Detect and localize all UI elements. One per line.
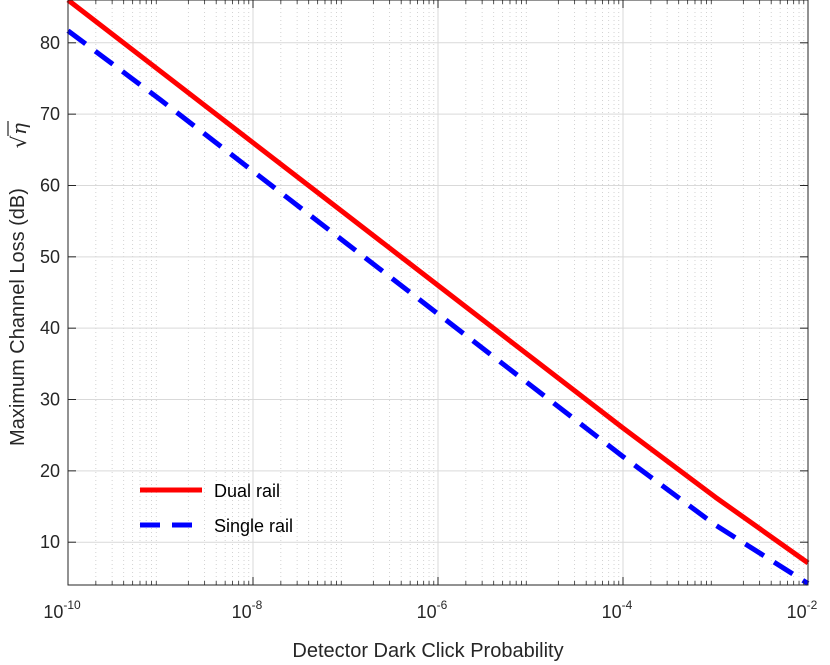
legend-label-dual-rail: Dual rail xyxy=(214,481,280,501)
x-tick-label: 10-8 xyxy=(232,598,263,622)
series-line-single-rail xyxy=(66,28,810,586)
y-tick-label: 40 xyxy=(40,318,60,338)
y-axis-title: Maximum Channel Loss (dB) xyxy=(7,188,29,446)
y-tick-label: 30 xyxy=(40,390,60,410)
legend-label-single-rail: Single rail xyxy=(214,516,293,536)
y-tick-label: 80 xyxy=(40,33,60,53)
y-axis-title-group: Maximum Channel Loss (dB) √ η xyxy=(7,121,31,446)
y-axis-eta-symbol: η xyxy=(7,123,31,135)
x-tick-label: 10-4 xyxy=(602,598,633,622)
y-tick-label: 70 xyxy=(40,104,60,124)
x-axis-title: Detector Dark Click Probability xyxy=(292,640,563,662)
x-tick-label: 10-2 xyxy=(787,598,818,622)
minor-grid xyxy=(95,0,805,585)
x-tick-label: 10-10 xyxy=(43,598,81,622)
tick-marks xyxy=(67,0,809,585)
x-tick-label: 10-6 xyxy=(417,598,448,622)
y-tick-label: 10 xyxy=(40,532,60,552)
y-tick-label: 20 xyxy=(40,461,60,481)
legend: Dual rail Single rail xyxy=(140,481,293,536)
series-line-dual-rail xyxy=(66,0,810,565)
y-axis-sqrt-sign: √ xyxy=(7,135,31,148)
y-tick-label: 60 xyxy=(40,175,60,195)
x-tick-labels: 10-10 10-8 10-6 10-4 10-2 xyxy=(43,598,817,622)
y-tick-labels: 10 20 30 40 50 60 70 80 xyxy=(40,33,60,552)
series-layer xyxy=(66,0,810,586)
y-tick-label: 50 xyxy=(40,247,60,267)
